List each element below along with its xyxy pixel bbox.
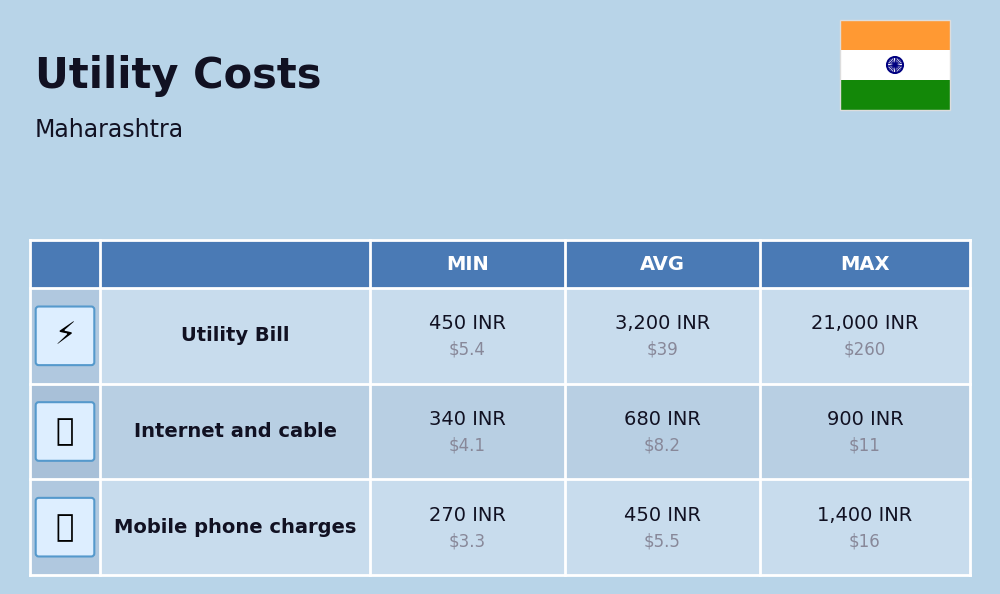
Text: Internet and cable: Internet and cable <box>134 422 336 441</box>
Bar <box>30 384 970 479</box>
Bar <box>30 240 970 288</box>
Bar <box>30 479 970 575</box>
Text: $260: $260 <box>844 341 886 359</box>
Bar <box>30 384 100 479</box>
Text: 270 INR: 270 INR <box>429 505 506 525</box>
Text: 900 INR: 900 INR <box>827 410 903 429</box>
Text: $11: $11 <box>849 437 881 454</box>
Bar <box>840 50 950 80</box>
Text: Utility Costs: Utility Costs <box>35 55 322 97</box>
Text: ⚡: ⚡ <box>54 321 76 350</box>
Bar <box>840 20 950 110</box>
Text: Utility Bill: Utility Bill <box>181 326 289 345</box>
Bar <box>30 288 970 384</box>
Text: $39: $39 <box>647 341 678 359</box>
Text: 3,200 INR: 3,200 INR <box>615 314 710 333</box>
Text: $3.3: $3.3 <box>449 532 486 550</box>
Text: Mobile phone charges: Mobile phone charges <box>114 517 356 536</box>
Text: 📱: 📱 <box>56 513 74 542</box>
Text: Maharashtra: Maharashtra <box>35 118 184 142</box>
FancyBboxPatch shape <box>36 498 94 557</box>
Text: 1,400 INR: 1,400 INR <box>817 505 913 525</box>
Bar <box>30 288 100 384</box>
FancyBboxPatch shape <box>36 307 94 365</box>
Bar <box>840 20 950 50</box>
Text: $5.5: $5.5 <box>644 532 681 550</box>
Text: $8.2: $8.2 <box>644 437 681 454</box>
Text: 📡: 📡 <box>56 417 74 446</box>
Text: 680 INR: 680 INR <box>624 410 701 429</box>
Text: AVG: AVG <box>640 254 685 273</box>
Text: 21,000 INR: 21,000 INR <box>811 314 919 333</box>
Text: MIN: MIN <box>446 254 489 273</box>
Bar <box>840 80 950 110</box>
Text: 340 INR: 340 INR <box>429 410 506 429</box>
Text: $5.4: $5.4 <box>449 341 486 359</box>
Text: 450 INR: 450 INR <box>624 505 701 525</box>
FancyBboxPatch shape <box>36 402 94 461</box>
Text: 450 INR: 450 INR <box>429 314 506 333</box>
Text: MAX: MAX <box>840 254 890 273</box>
Text: $4.1: $4.1 <box>449 437 486 454</box>
Text: $16: $16 <box>849 532 881 550</box>
Circle shape <box>894 64 896 67</box>
Bar <box>30 479 100 575</box>
